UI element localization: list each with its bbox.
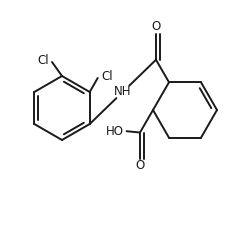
Text: O: O <box>152 20 160 33</box>
Text: NH: NH <box>114 85 132 98</box>
Text: HO: HO <box>106 125 124 138</box>
Text: Cl: Cl <box>37 55 49 68</box>
Text: Cl: Cl <box>101 70 112 84</box>
Text: O: O <box>136 159 144 172</box>
